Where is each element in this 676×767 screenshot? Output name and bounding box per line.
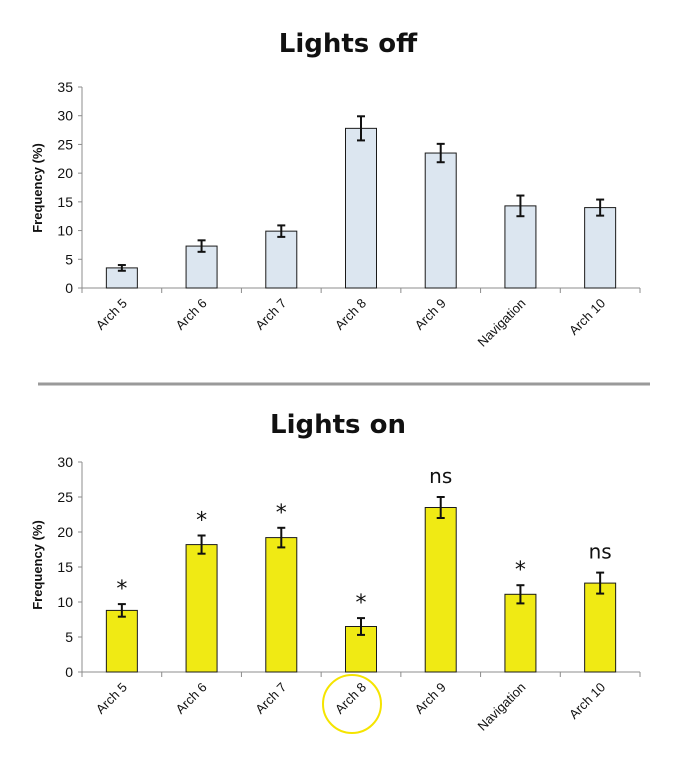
error-bar	[197, 239, 206, 253]
x-tick-label: Arch 9	[412, 680, 449, 717]
y-tick-label: 5	[65, 629, 73, 645]
significance-label: *	[276, 501, 287, 526]
significance-label: *	[515, 558, 526, 583]
error-bar	[516, 194, 525, 218]
y-tick-label: 20	[57, 165, 73, 181]
error-bar	[117, 264, 126, 272]
error-bar	[436, 496, 445, 519]
significance-label: ns	[589, 540, 612, 564]
highlight-circle	[322, 674, 382, 734]
error-bar	[516, 584, 525, 605]
x-tick-label: Arch 5	[93, 296, 130, 333]
bar	[424, 507, 457, 673]
y-tick-label: 25	[57, 136, 73, 152]
error-bar	[596, 198, 605, 217]
bar	[504, 593, 537, 673]
y-tick-label: 0	[65, 664, 73, 680]
bar	[584, 582, 617, 673]
error-bar	[357, 115, 365, 142]
y-tick-label: 30	[57, 454, 73, 470]
error-bar	[357, 617, 365, 636]
x-tick-label: Arch 6	[173, 680, 210, 717]
significance-label: *	[196, 509, 207, 534]
chart-lights-off: Lights off Frequency (%) 0 5 10 15 20 25 30 35 A…	[30, 29, 641, 350]
bar	[424, 152, 457, 289]
y-axis-label: Frequency (%)	[30, 520, 45, 610]
x-tick-label: Arch 7	[252, 296, 289, 333]
x-tick-label: Arch 6	[173, 296, 210, 333]
bar	[265, 230, 298, 289]
error-bar	[277, 526, 286, 549]
y-tick-label: 0	[65, 280, 73, 296]
y-tick-label: 25	[57, 489, 73, 505]
significance-label: ns	[429, 464, 452, 488]
y-tick-label: 5	[65, 251, 73, 267]
bar	[345, 127, 377, 289]
y-tick-label: 15	[57, 559, 73, 575]
y-tick-label: 20	[57, 524, 73, 540]
bar	[185, 544, 218, 673]
y-tick-label: 10	[57, 223, 73, 239]
x-tick-label: Arch 5	[93, 680, 130, 717]
x-tick-label: Navigation	[475, 296, 529, 350]
chart-lights-on: Lights on Frequency (%) 0 5 10 15 20 25 30 * Arc…	[30, 410, 641, 734]
x-tick-label: Arch 10	[566, 296, 608, 338]
x-tick-label: Arch 10	[566, 680, 608, 722]
x-tick-label: Arch 8	[332, 680, 369, 717]
bar	[105, 609, 138, 673]
plot-area: 0 5 10 15 20 25 30 * Arch 5 * Arch 6 * Arch 7 * Arch 8…	[57, 454, 641, 734]
y-axis-label: Frequency (%)	[30, 143, 45, 233]
y-tick-label: 30	[57, 108, 73, 124]
x-tick-label: Arch 9	[412, 296, 449, 333]
x-tick-label: Arch 8	[332, 296, 369, 333]
significance-label: *	[116, 577, 127, 602]
y-tick-label: 15	[57, 194, 73, 210]
error-bar	[596, 571, 605, 595]
chart-title: Lights on	[270, 410, 406, 440]
bar	[584, 207, 617, 289]
x-tick-label: Arch 7	[252, 680, 289, 717]
bar	[504, 205, 537, 289]
bar	[265, 537, 298, 673]
error-bar	[197, 534, 206, 555]
bar	[185, 245, 218, 289]
error-bar	[436, 142, 445, 164]
error-bar	[117, 603, 126, 618]
error-bar	[277, 224, 286, 238]
chart-title: Lights off	[279, 29, 418, 59]
x-tick-label: Navigation	[475, 680, 529, 734]
significance-label: *	[356, 591, 367, 616]
plot-area: 0 5 10 15 20 25 30 35 Arch 5 Arch 6 Arch 7 Arch 8 Ar…	[57, 79, 641, 350]
y-tick-label: 10	[57, 594, 73, 610]
y-tick-label: 35	[57, 79, 73, 95]
